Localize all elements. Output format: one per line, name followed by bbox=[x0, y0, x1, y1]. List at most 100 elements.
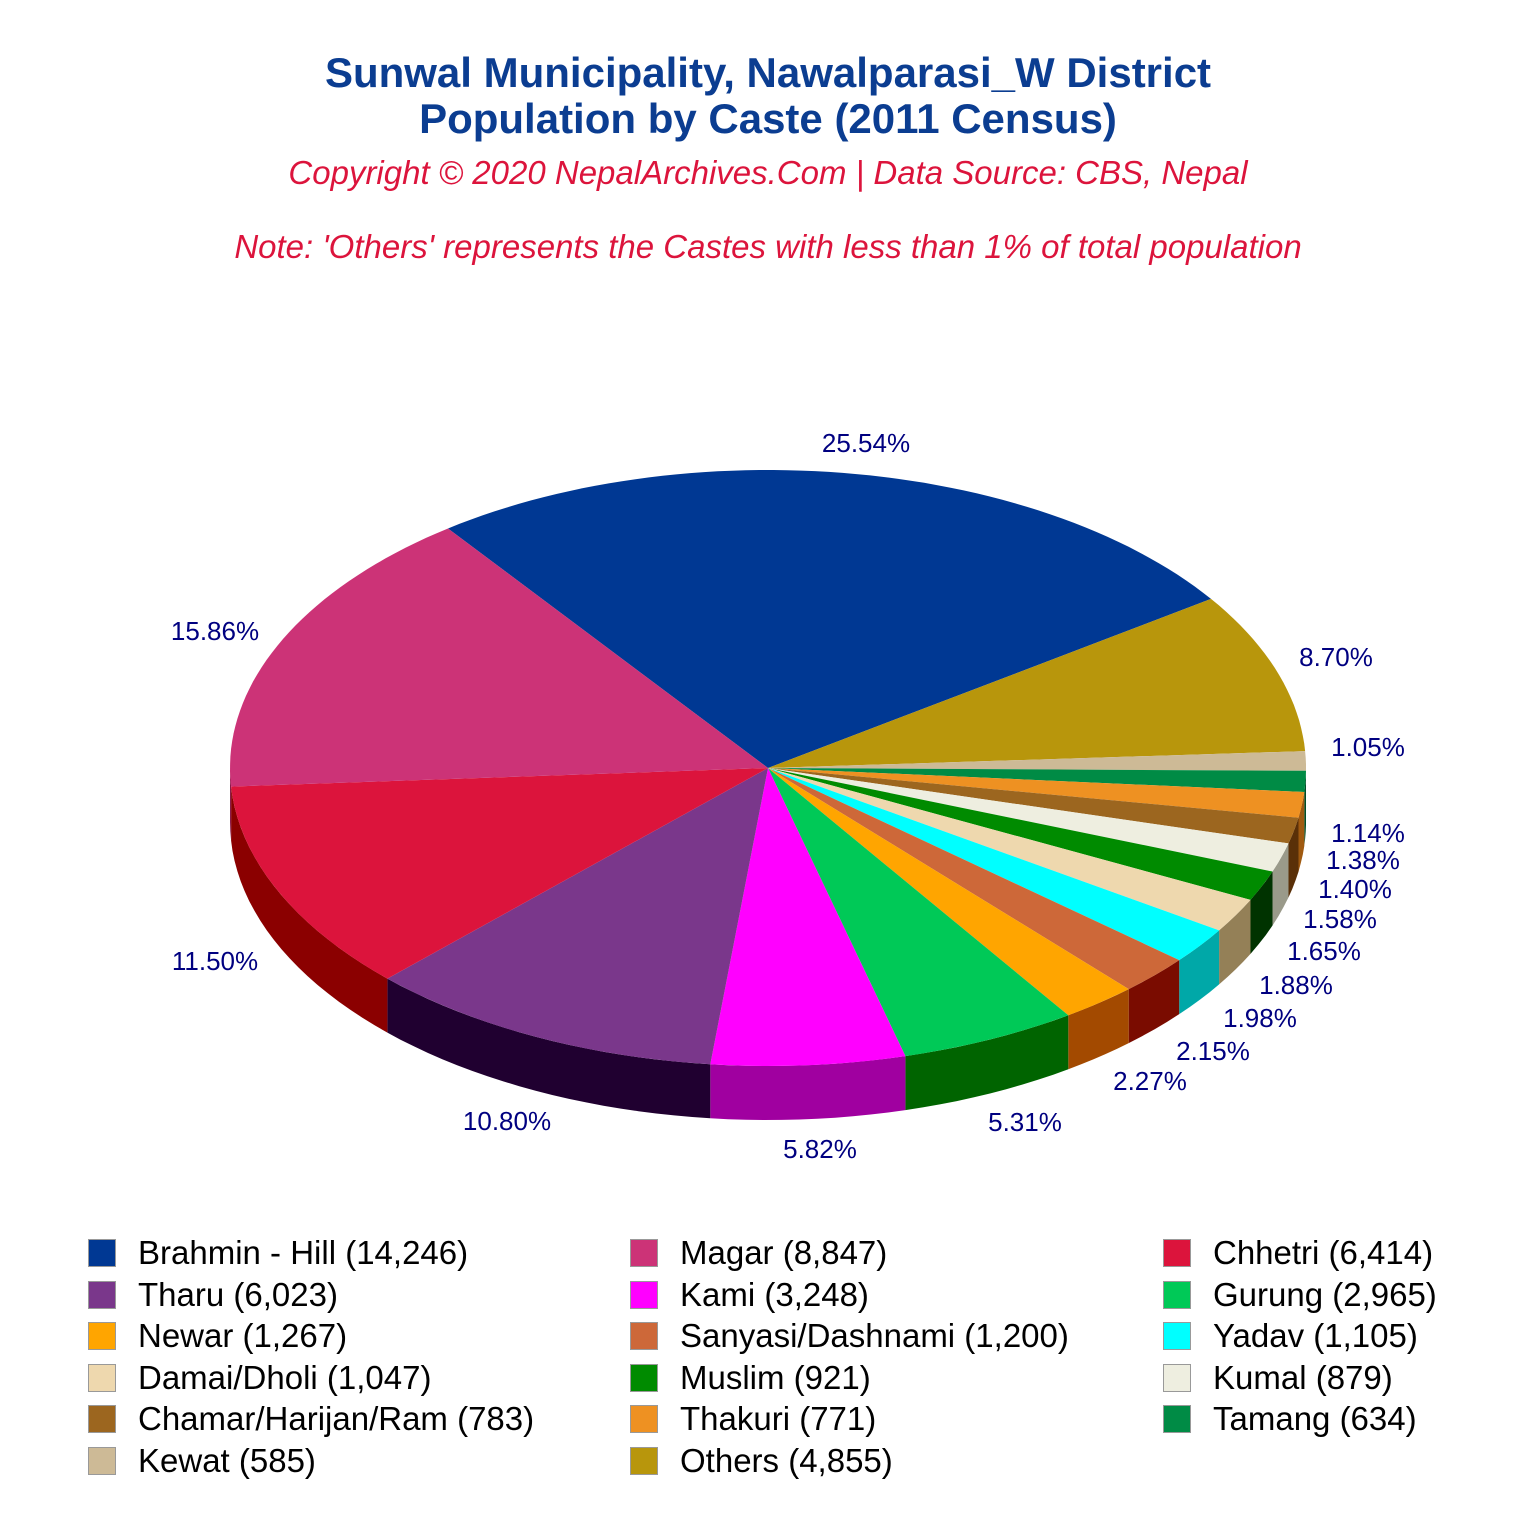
legend-label: Others (4,855) bbox=[680, 1441, 893, 1479]
legend-label: Gurung (2,965) bbox=[1213, 1275, 1437, 1313]
legend-item: Muslim (921) bbox=[630, 1357, 871, 1399]
legend-label: Kami (3,248) bbox=[680, 1275, 869, 1313]
legend-swatch bbox=[630, 1239, 658, 1267]
legend-item: Tharu (6,023) bbox=[88, 1274, 338, 1316]
legend-label: Magar (8,847) bbox=[680, 1234, 888, 1271]
legend-swatch bbox=[88, 1239, 116, 1267]
legend-swatch bbox=[1163, 1322, 1191, 1350]
legend-label: Tamang (634) bbox=[1213, 1400, 1417, 1437]
pie-side-newar bbox=[1068, 989, 1129, 1070]
legend-swatch bbox=[1163, 1363, 1191, 1392]
percent-label: 11.50% bbox=[172, 946, 258, 976]
pie-slice-others bbox=[768, 598, 1306, 768]
legend-item: Damai/Dholi (1,047) bbox=[88, 1357, 431, 1399]
pie-slice-thakuri bbox=[768, 768, 1305, 818]
legend-label: Sanyasi/Dashnami (1,200) bbox=[680, 1317, 1069, 1354]
percent-label: 1.88% bbox=[1259, 970, 1333, 1000]
legend-swatch bbox=[630, 1322, 658, 1350]
legend-swatch bbox=[1163, 1239, 1191, 1267]
pie-slice-magar bbox=[230, 528, 768, 787]
legend-item: Chamar/Harijan/Ram (783) bbox=[88, 1398, 534, 1440]
legend-label: Kewat (585) bbox=[138, 1441, 316, 1479]
legend-label: Damai/Dholi (1,047) bbox=[138, 1358, 432, 1396]
legend-item: Brahmin - Hill (14,246) bbox=[88, 1232, 468, 1274]
pie-side-chhetri bbox=[231, 786, 388, 1033]
legend-swatch bbox=[88, 1322, 116, 1350]
legend-label: Muslim (921) bbox=[680, 1358, 871, 1396]
legend-label: Chhetri (6,414) bbox=[1213, 1234, 1434, 1271]
pie-top bbox=[230, 470, 1306, 1066]
pie-slice-damai-dholi bbox=[768, 768, 1251, 931]
legend-swatch bbox=[630, 1446, 658, 1475]
pie-labels: 25.54% 15.86% 11.50% 10.80% 5.82% 5.31% 2.27%2… bbox=[171, 428, 1405, 1164]
pie-side-gurung bbox=[905, 1015, 1069, 1111]
pie-side-kumal bbox=[1272, 843, 1289, 926]
pie-slice-kami bbox=[710, 768, 906, 1066]
legend-label: Brahmin - Hill (14,246) bbox=[138, 1234, 469, 1271]
legend-swatch bbox=[88, 1280, 116, 1309]
percent-label: 8.70% bbox=[1299, 642, 1373, 672]
legend-item: Yadav (1,105) bbox=[1163, 1315, 1418, 1357]
chart-title-line1: Sunwal Municipality, Nawalparasi_W Distr… bbox=[324, 49, 1212, 96]
pie-slice-chhetri bbox=[231, 768, 769, 979]
pie-side-damai-dholi bbox=[1219, 899, 1251, 985]
pie-side-tharu bbox=[387, 978, 711, 1119]
percent-label: 5.31% bbox=[988, 1107, 1062, 1137]
percent-label: 25.54% bbox=[822, 428, 910, 458]
pie-slice-kumal bbox=[768, 768, 1289, 872]
percent-label: 15.86% bbox=[171, 616, 259, 646]
pie-slice-kewat bbox=[768, 751, 1306, 771]
legend-item: Gurung (2,965) bbox=[1163, 1274, 1437, 1316]
percent-label: 1.14% bbox=[1331, 818, 1405, 848]
legend-item: Magar (8,847) bbox=[630, 1232, 887, 1274]
legend-item: Tamang (634) bbox=[1163, 1398, 1417, 1440]
percent-label: 1.65% bbox=[1287, 936, 1361, 966]
legend-item: Kumal (879) bbox=[1163, 1357, 1393, 1399]
legend-label: Yadav (1,105) bbox=[1213, 1317, 1418, 1354]
percent-label: 1.38% bbox=[1326, 845, 1400, 875]
percent-label: 5.82% bbox=[783, 1134, 857, 1164]
pie-side-sanyasi-dashnami bbox=[1128, 960, 1180, 1044]
percent-label: 10.80% bbox=[463, 1106, 551, 1136]
pie-slice-newar bbox=[768, 768, 1129, 1016]
legend-item: Kami (3,248) bbox=[630, 1274, 869, 1316]
legend-swatch bbox=[88, 1363, 116, 1392]
percent-label: 2.27% bbox=[1113, 1066, 1187, 1096]
legend-swatch bbox=[88, 1405, 116, 1433]
legend-item: Newar (1,267) bbox=[88, 1315, 347, 1357]
legend-item: Chhetri (6,414) bbox=[1163, 1232, 1433, 1274]
legend-swatch bbox=[630, 1280, 658, 1309]
legend-swatch bbox=[630, 1363, 658, 1392]
legend-label: Newar (1,267) bbox=[138, 1317, 348, 1354]
pie-side-magar bbox=[230, 768, 232, 841]
pie-slice-muslim bbox=[768, 768, 1273, 900]
legend-item: Kewat (585) bbox=[88, 1440, 316, 1482]
pie-slice-tharu bbox=[387, 768, 768, 1065]
note-text: Note: 'Others' represents the Castes wit… bbox=[234, 228, 1302, 265]
legend-item: Others (4,855) bbox=[630, 1440, 893, 1482]
pie-slice-yadav bbox=[768, 768, 1220, 961]
percent-label: 1.58% bbox=[1303, 904, 1377, 934]
pie-slice-chamar-harijan-ram bbox=[768, 768, 1299, 844]
legend-label: Tharu (6,023) bbox=[138, 1275, 338, 1313]
legend-label: Kumal (879) bbox=[1213, 1358, 1393, 1396]
pie-slice-gurung bbox=[768, 768, 1069, 1057]
pie-slice-brahmin-hill bbox=[448, 470, 1211, 768]
percent-label: 1.40% bbox=[1318, 874, 1392, 904]
percent-label: 1.05% bbox=[1331, 732, 1405, 762]
pie-side-kami bbox=[710, 1056, 906, 1120]
legend-swatch bbox=[1163, 1280, 1191, 1309]
pie-side-chamar-harijan-ram bbox=[1288, 817, 1299, 898]
percent-label: 2.15% bbox=[1176, 1036, 1250, 1066]
legend-item: Sanyasi/Dashnami (1,200) bbox=[630, 1315, 1069, 1357]
legend-swatch bbox=[88, 1446, 116, 1475]
pie-side-thakuri bbox=[1298, 792, 1305, 872]
copyright-text: Copyright © 2020 NepalArchives.Com | Dat… bbox=[288, 154, 1248, 191]
chart-title-line2: Population by Caste (2011 Census) bbox=[419, 95, 1117, 142]
pie-side-muslim bbox=[1250, 871, 1273, 954]
legend-swatch bbox=[1163, 1405, 1191, 1433]
legend-label: Thakuri (771) bbox=[680, 1400, 877, 1437]
legend-swatch bbox=[630, 1405, 658, 1433]
pie-side-tamang bbox=[1304, 770, 1306, 846]
